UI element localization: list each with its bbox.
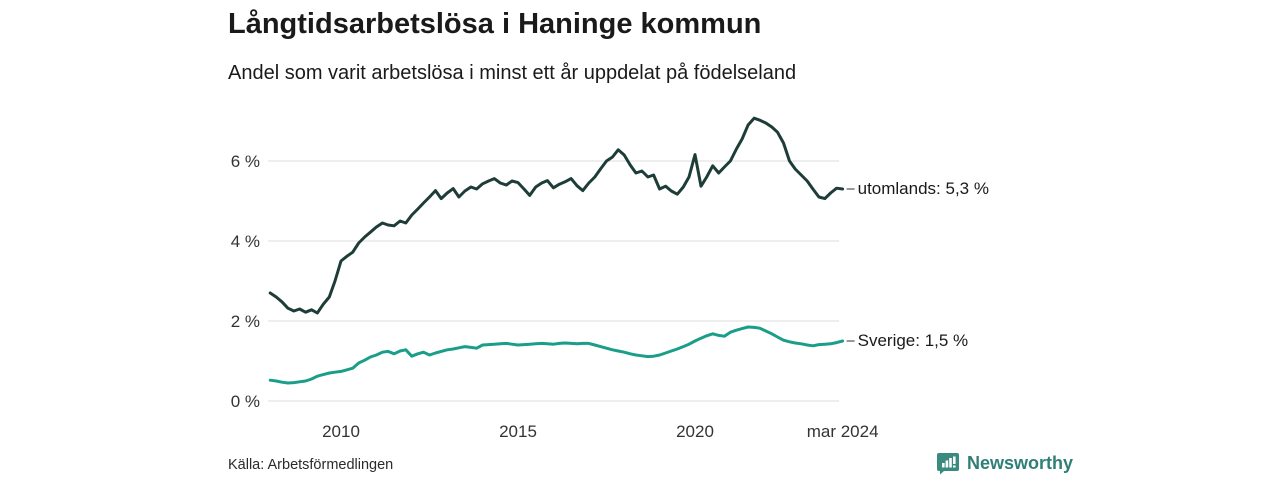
y-tick-label-6: 6 %	[231, 152, 260, 171]
series-line-sverige	[268, 325, 845, 385]
y-tick-label-0: 0 %	[231, 392, 260, 411]
source-note: Källa: Arbetsförmedlingen	[228, 457, 394, 473]
y-tick-label-2: 2 %	[231, 312, 260, 331]
series-line-utomlands	[268, 116, 845, 315]
brand-name: Newsworthy	[967, 452, 1074, 473]
newsworthy-chart-bubble-icon	[937, 453, 959, 475]
brand-logo: Newsworthy	[936, 451, 1073, 475]
y-tick-label-4: 4 %	[231, 232, 260, 251]
x-tick-label-mar-2024: mar 2024	[807, 422, 879, 441]
chart-subtitle: Andel som varit arbetslösa i minst ett å…	[228, 62, 797, 84]
x-tick-label-2010: 2010	[322, 422, 360, 441]
x-tick-label-2020: 2020	[676, 422, 714, 441]
chart-title: Långtidsarbetslösa i Haninge kommun	[228, 8, 762, 40]
series-end-label-utomlands: utomlands: 5,3 %	[857, 179, 989, 198]
x-tick-label-2015: 2015	[499, 422, 537, 441]
series-end-label-sverige: Sverige: 1,5 %	[857, 331, 969, 350]
